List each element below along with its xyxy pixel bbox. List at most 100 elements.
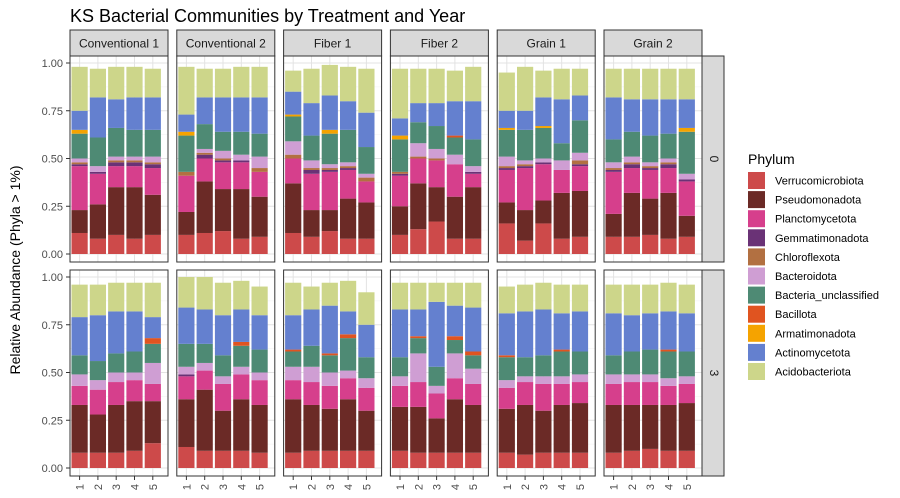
bar-segment-fiber-1-r0-s3-bacteria-unclassified [321, 133, 338, 165]
bar-segment-conventional-2-r3-s5-planctomycetota [251, 380, 268, 405]
bar-segment-grain-1-r0-s1-bacteroidota [498, 156, 515, 167]
y-tick-label: 0.50 [42, 154, 63, 166]
bar-segment-conventional-1-r3-s4-bacteroidota [126, 372, 143, 381]
bar-segment-grain-1-r3-s1-planctomycetota [498, 387, 515, 409]
bar-segment-fiber-2-r0-s3-acidobacteriota [428, 68, 445, 104]
bar-segment-conventional-1-r3-s4-planctomycetota [126, 380, 143, 402]
y-tick-label: 1.00 [42, 58, 63, 70]
bar-segment-conventional-1-r3-s2-verrucomicrobiota [89, 452, 106, 468]
bar-segment-fiber-1-r3-s5-acidobacteriota [358, 292, 375, 325]
bar-segment-conventional-1-r3-s2-acidobacteriota [89, 284, 106, 316]
bar-segment-grain-2-r0-s3-verrucomicrobiota [642, 234, 659, 254]
bar-segment-grain-2-r3-s2-verrucomicrobiota [623, 450, 640, 468]
bar-segment-conventional-2-r0-s4-acidobacteriota [233, 66, 250, 98]
bar-segment-fiber-1-r3-s1-bacteria-unclassified [285, 351, 302, 367]
legend: Phylum Verrucomicrobiota Pseudomonadota Pl… [748, 151, 879, 380]
bar-segment-conventional-2-r3-s4-pseudomonadota [233, 399, 250, 451]
bar-segment-grain-2-r3-s4-bacteria-unclassified [660, 351, 677, 379]
bar-segment-grain-1-r0-s1-bacteria-unclassified [498, 129, 515, 157]
bar-segment-fiber-1-r0-s2-actinomycetota [303, 103, 320, 136]
bar-segment-grain-1-r0-s4-bacteroidota [553, 160, 570, 170]
bar-segment-conventional-1-r0-s2-verrucomicrobiota [89, 238, 106, 254]
bar-segment-grain-1-r3-s3-bacteria-unclassified [535, 355, 552, 377]
bar-segment-conventional-2-r0-s5-verrucomicrobiota [251, 236, 268, 254]
bar-segment-grain-1-r3-s3-verrucomicrobiota [535, 452, 552, 468]
bar-segment-conventional-1-r3-s1-actinomycetota [71, 317, 88, 356]
bar-segment-conventional-1-r3-s5-bacillota [144, 338, 161, 344]
bar-segment-conventional-2-r3-s1-pseudomonadota [178, 399, 195, 447]
x-tick-label: 1 [75, 484, 87, 490]
x-tick-label: 2 [520, 484, 532, 490]
bar-segment-conventional-1-r3-s5-pseudomonadota [144, 401, 161, 444]
x-tick-label: 1 [395, 484, 407, 490]
bar-segment-fiber-1-r0-s3-gemmatimonadota [321, 169, 338, 172]
bar-segment-fiber-1-r3-s4-pseudomonadota [340, 399, 357, 451]
bar-segment-fiber-1-r3-s3-actinomycetota [321, 305, 338, 354]
bar-segment-grain-1-r3-s4-bacteroidota [553, 376, 570, 384]
bar-segment-fiber-2-r3-s4-planctomycetota [446, 378, 463, 400]
bar-segment-fiber-2-r0-s3-verrucomicrobiota [428, 221, 445, 254]
bar-segment-fiber-1-r3-s1-verrucomicrobiota [285, 452, 302, 468]
bar-segment-grain-2-r3-s5-acidobacteriota [678, 284, 695, 314]
bar-segment-conventional-2-r3-s5-acidobacteriota [251, 286, 268, 316]
bar-segment-fiber-1-r0-s1-actinomycetota [285, 91, 302, 115]
bar-segment-fiber-2-r0-s3-actinomycetota [428, 103, 445, 127]
bar-segment-conventional-2-r3-s1-acidobacteriota [178, 277, 195, 308]
bar-segment-conventional-2-r3-s3-acidobacteriota [214, 282, 232, 316]
bar-segment-conventional-1-r3-s3-pseudomonadota [108, 404, 125, 453]
bar-segment-conventional-1-r3-s4-bacteria-unclassified [126, 351, 143, 373]
bar-segment-grain-2-r3-s2-actinomycetota [623, 315, 640, 352]
bar-segment-fiber-1-r0-s1-acidobacteriota [285, 70, 302, 92]
bar-segment-fiber-1-r0-s1-pseudomonadota [285, 183, 302, 233]
bar-segment-conventional-1-r0-s4-bacteroidota [126, 156, 143, 161]
bar-segment-conventional-2-r3-s3-planctomycetota [214, 383, 232, 411]
bar-segment-grain-2-r0-s2-bacteroidota [623, 156, 640, 163]
bar-segment-conventional-1-r0-s5-bacteroidota [144, 156, 161, 163]
bar-segment-conventional-2-r0-s2-gemmatimonadota [196, 154, 213, 159]
panel-border [389, 55, 489, 263]
bar-segment-conventional-1-r0-s3-acidobacteriota [108, 66, 125, 100]
bar-segment-grain-1-r0-s3-gemmatimonadota [535, 162, 552, 165]
bar-segment-grain-2-r0-s5-bacteroidota [678, 173, 695, 180]
bar-segment-grain-1-r3-s5-verrucomicrobiota [571, 452, 589, 468]
bar-segment-fiber-2-r3-s2-actinomycetota [410, 309, 427, 337]
bar-segment-grain-1-r0-s4-acidobacteriota [553, 68, 570, 100]
bar-segment-fiber-2-r0-s1-verrucomicrobiota [391, 234, 409, 254]
bar-segment-grain-2-r3-s2-bacteria-unclassified [623, 351, 640, 375]
bar-segment-fiber-1-r0-s3-acidobacteriota [321, 64, 338, 96]
legend-label-acidobacteriota: Acidobacteriota [775, 367, 852, 379]
facet-layer: Conventional 1 Conventional 2 Fiber 1 Fiber… [42, 29, 725, 490]
bar-segment-conventional-1-r3-s1-pseudomonadota [71, 404, 88, 453]
bar-segment-grain-1-r3-s4-pseudomonadota [553, 404, 570, 453]
bar-segment-conventional-1-r3-s5-bacteria-unclassified [144, 343, 161, 363]
bar-segment-fiber-1-r0-s1-verrucomicrobiota [285, 232, 302, 254]
bar-segment-conventional-2-r3-s4-bacteria-unclassified [233, 345, 250, 367]
bar-segment-conventional-1-r0-s5-gemmatimonadota [144, 164, 161, 169]
bar-segment-conventional-1-r0-s1-acidobacteriota [71, 66, 88, 111]
y-tick-label: 0.50 [42, 368, 63, 380]
x-tick-label: 5 [682, 484, 694, 490]
bar-segment-fiber-2-r0-s5-verrucomicrobiota [465, 238, 482, 254]
y-tick-label: 0.75 [42, 320, 63, 332]
facet-strip-label-grain-1: Grain 1 [527, 37, 567, 51]
bar-segment-grain-1-r3-s5-actinomycetota [571, 311, 589, 352]
bar-segment-fiber-1-r0-s2-planctomycetota [303, 173, 320, 211]
bar-segment-grain-1-r3-s2-verrucomicrobiota [517, 454, 534, 468]
bar-segment-grain-1-r0-s5-actinomycetota [571, 95, 589, 121]
bar-segment-conventional-2-r0-s1-armatimonadota [178, 131, 195, 136]
y-axis-title-layer: Relative Abundance (Phyla > 1%) [7, 166, 23, 375]
bar-segment-conventional-1-r3-s3-bacteria-unclassified [108, 353, 125, 373]
bar-segment-conventional-1-r0-s4-gemmatimonadota [126, 162, 143, 167]
bar-segment-conventional-2-r0-s1-actinomycetota [178, 114, 195, 132]
bar-segment-conventional-1-r3-s3-verrucomicrobiota [108, 452, 125, 468]
bar-segment-grain-1-r3-s3-bacteroidota [535, 376, 552, 384]
bar-segment-conventional-2-r0-s4-actinomycetota [233, 97, 250, 132]
bar-segment-conventional-2-r0-s5-bacteroidota [251, 156, 268, 169]
chart-title: KS Bacterial Communities by Treatment an… [70, 6, 465, 26]
bar-segment-fiber-2-r3-s3-planctomycetota [428, 393, 445, 419]
bar-segment-conventional-1-r0-s1-actinomycetota [71, 110, 88, 130]
bar-segment-grain-1-r3-s1-pseudomonadota [498, 408, 515, 453]
bar-segment-fiber-2-r3-s1-bacteria-unclassified [391, 357, 409, 377]
bar-segment-fiber-2-r0-s3-planctomycetota [428, 160, 445, 188]
bar-segment-fiber-2-r3-s1-verrucomicrobiota [391, 450, 409, 468]
